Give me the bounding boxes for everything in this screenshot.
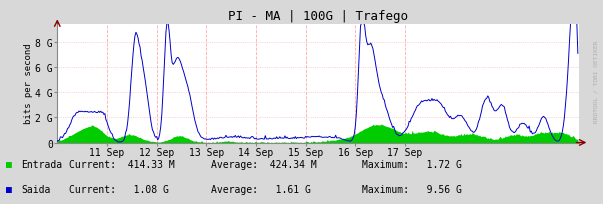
Text: Average:   1.61 G: Average: 1.61 G (211, 184, 311, 194)
Text: ■: ■ (6, 184, 12, 194)
Text: Maximum:   9.56 G: Maximum: 9.56 G (362, 184, 462, 194)
Text: Saida: Saida (21, 184, 51, 194)
Text: Maximum:   1.72 G: Maximum: 1.72 G (362, 159, 462, 169)
Y-axis label: bits per second: bits per second (24, 43, 33, 124)
Text: ■: ■ (6, 159, 12, 169)
Text: RRDTOOL / TOBI OETIKER: RRDTOOL / TOBI OETIKER (594, 41, 599, 123)
Text: Average:  424.34 M: Average: 424.34 M (211, 159, 317, 169)
Text: Entrada: Entrada (21, 159, 62, 169)
Title: PI - MA | 100G | Trafego: PI - MA | 100G | Trafego (228, 10, 408, 23)
Text: Current:   1.08 G: Current: 1.08 G (69, 184, 169, 194)
Text: Current:  414.33 M: Current: 414.33 M (69, 159, 175, 169)
